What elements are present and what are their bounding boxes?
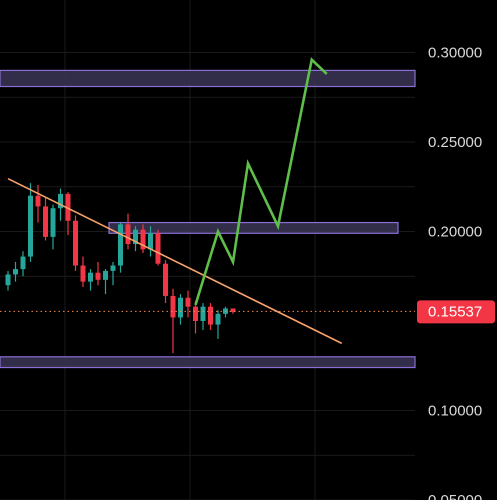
zone-resistance-mid <box>108 221 399 234</box>
candle-4 <box>35 184 41 223</box>
candle-body-28 <box>215 313 221 325</box>
candle-22 <box>170 288 176 354</box>
candle-23 <box>178 294 183 325</box>
candle-body-11 <box>88 272 93 282</box>
zone-support-bottom <box>0 356 416 369</box>
candle-28 <box>215 310 221 339</box>
candle-body-10 <box>80 265 86 282</box>
candle-body-19 <box>148 233 153 250</box>
candle-body-27 <box>208 306 213 325</box>
candle-26 <box>200 303 206 330</box>
candle-13 <box>103 269 108 295</box>
candle-21 <box>163 260 168 304</box>
candle-body-9 <box>73 220 78 266</box>
candle-18 <box>140 224 146 253</box>
price-tag-label: 0.15537 <box>428 303 482 320</box>
candle-19 <box>148 226 153 257</box>
candle-6 <box>50 204 56 250</box>
candle-1 <box>13 261 18 282</box>
candle-body-25 <box>193 306 198 321</box>
candle-14 <box>110 261 116 286</box>
candle-3 <box>28 183 33 262</box>
candle-body-6 <box>50 208 56 237</box>
candle-17 <box>133 226 138 252</box>
candle-0 <box>5 270 11 291</box>
candle-body-17 <box>133 229 138 245</box>
candle-15 <box>118 222 123 273</box>
candle-body-13 <box>103 270 108 280</box>
candle-body-1 <box>13 269 18 275</box>
zone-resistance-top <box>0 69 416 88</box>
candles <box>5 183 236 354</box>
y-tick-label-3: 0.10000 <box>428 403 482 420</box>
candle-body-5 <box>43 206 48 237</box>
candle-9 <box>73 215 78 271</box>
candle-body-20 <box>155 233 161 264</box>
candle-20 <box>155 229 161 266</box>
candle-25 <box>193 301 198 334</box>
candle-27 <box>208 303 213 330</box>
candle-body-7 <box>58 193 63 209</box>
candle-body-4 <box>35 195 41 207</box>
candle-body-15 <box>118 224 123 266</box>
candle-body-23 <box>178 297 183 318</box>
current-price-tag: 0.15537 <box>417 300 495 324</box>
candle-body-3 <box>28 195 33 257</box>
candle-8 <box>65 192 71 236</box>
candle-2 <box>20 251 26 277</box>
projection-path[interactable] <box>194 57 328 306</box>
y-tick-label-4: 0.05000 <box>428 492 482 500</box>
candle-body-21 <box>163 263 168 296</box>
candle-body-8 <box>65 193 71 221</box>
candle-5 <box>43 197 48 241</box>
candle-body-22 <box>170 295 176 318</box>
candle-body-16 <box>125 224 131 245</box>
y-tick-label-2: 0.20000 <box>428 224 482 241</box>
price-tag-background <box>417 300 495 324</box>
candle-24 <box>185 290 191 318</box>
candle-body-26 <box>200 306 206 321</box>
candle-body-30 <box>230 308 236 313</box>
candle-body-24 <box>185 297 191 307</box>
candle-12 <box>95 261 101 286</box>
candle-16 <box>125 213 131 250</box>
candle-body-14 <box>110 265 116 271</box>
candle-body-18 <box>140 229 146 250</box>
candle-11 <box>88 269 93 291</box>
y-tick-label-1: 0.25000 <box>428 134 482 151</box>
price-axis[interactable]: 0.30000 0.25000 0.20000 0.10000 0.05000 <box>428 45 482 500</box>
candle-30 <box>230 308 236 314</box>
candle-body-2 <box>20 256 26 270</box>
candle-body-0 <box>5 274 11 286</box>
candle-10 <box>80 256 86 287</box>
descending-trendline[interactable] <box>7 177 343 345</box>
y-tick-label-0: 0.30000 <box>428 45 482 62</box>
candle-body-12 <box>95 272 101 280</box>
price-zones <box>0 69 416 369</box>
